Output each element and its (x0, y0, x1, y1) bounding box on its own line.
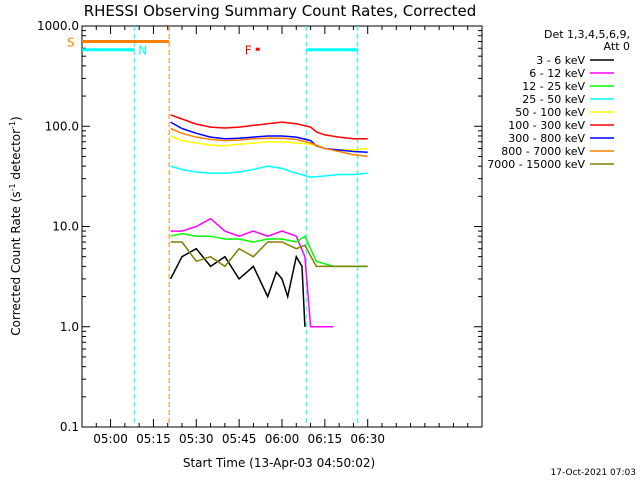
flag-letter: N (138, 44, 147, 58)
y-axis-label-main: Corrected Count Rate (s (9, 191, 23, 335)
legend-label: 50 - 100 keV (515, 106, 585, 119)
series-line (170, 241, 368, 268)
series-line (170, 127, 368, 158)
legend-label: 300 - 800 keV (508, 132, 585, 145)
x-tick-label: 06:30 (350, 432, 385, 446)
legend-label: 25 - 50 keV (522, 93, 585, 106)
y-axis-label-sup2: -1 (8, 121, 17, 129)
series-line (169, 247, 306, 327)
footer-date: 17-Oct-2021 07:03 (551, 468, 636, 478)
y-axis-label-sup1: -1 (8, 183, 17, 191)
flag-layer: SN F (67, 26, 359, 427)
legend-label: 100 - 300 keV (508, 119, 585, 132)
x-axis-label: Start Time (13-Apr-03 04:50:02) (183, 456, 375, 470)
x-tick-label: 05:30 (179, 432, 214, 446)
y-tick-label: 0.1 (60, 420, 79, 434)
y-axis-label-end: ) (9, 116, 23, 121)
y-axis-label: Corrected Count Rate (s-1 detector-1) (8, 116, 23, 335)
x-tick-label: 06:15 (308, 432, 343, 446)
legend-label: 6 - 12 keV (529, 67, 585, 80)
flag-letter: S (67, 36, 75, 50)
legend-label: 800 - 7000 keV (501, 145, 585, 158)
y-tick-label: 1000.0 (37, 19, 79, 33)
legend-label: 12 - 25 keV (522, 80, 585, 93)
x-tick-label: 05:00 (93, 432, 128, 446)
legend-label: 7000 - 15000 keV (487, 158, 585, 171)
series-line (170, 165, 368, 178)
flag-letter: F (245, 44, 252, 58)
axis-ticks: 0.1 1.0 10.0 100.0 1000.0 05:00 05:15 05:30 05:4… (37, 19, 483, 446)
flare-flag-marker (255, 47, 260, 51)
legend-header-line-2: Att 0 (604, 40, 630, 53)
series-line (170, 114, 368, 140)
x-tick-label: 05:15 (136, 432, 171, 446)
y-axis-label-mid: detector (9, 129, 23, 184)
chart-title: RHESSI Observing Summary Count Rates, Co… (84, 2, 477, 20)
y-tick-label: 10.0 (52, 220, 79, 234)
y-tick-label: 1.0 (60, 320, 79, 334)
legend-header-line-1: Det 1,3,4,5,6,9, (544, 28, 630, 41)
series-layer (169, 114, 368, 328)
x-tick-label: 06:00 (265, 432, 300, 446)
series-line (170, 217, 334, 328)
legend-label: 3 - 6 keV (536, 54, 585, 67)
series-line (170, 232, 368, 268)
y-tick-label: 100.0 (45, 119, 79, 133)
x-tick-label: 05:45 (222, 432, 257, 446)
